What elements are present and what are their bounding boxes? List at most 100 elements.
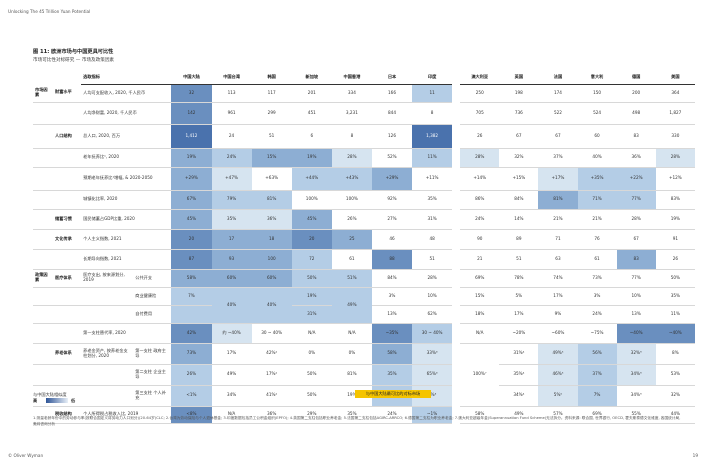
row-sublabel: 第二支柱 企业主导	[133, 364, 172, 386]
table-cell: 8%	[655, 343, 695, 365]
table-cell: 约 ~40%	[211, 323, 252, 344]
table-cell: 18%	[460, 305, 500, 324]
table-cell: +22%	[616, 167, 656, 191]
table-cell: 26%	[171, 364, 212, 386]
table-cell: <1%	[171, 385, 212, 407]
table-cell: 15%	[251, 148, 292, 168]
row-label: 老年抚养比¹, 2020	[81, 148, 172, 168]
indicator-header: 选取指标	[81, 72, 172, 85]
row-label: 个人主义指数, 2021	[81, 229, 172, 250]
table-cell: 73%	[171, 343, 212, 365]
table-cell: 72	[291, 249, 332, 270]
table-cell: 19%	[655, 209, 695, 230]
table-cell: 53%	[655, 364, 695, 386]
table-cell: 61	[331, 249, 372, 270]
table-row: 人均净财富, 2020, 千人民币 142 961 299 451 3,231 …	[33, 102, 695, 125]
subgroup-label: 养老体系	[53, 343, 82, 365]
col-header: 日本	[371, 72, 413, 85]
table-cell: 56%	[577, 343, 617, 365]
copyright: © Oliver Wyman	[8, 453, 44, 458]
table-cell: 46%⁵	[538, 364, 578, 386]
table-row: 商业健康险 7% 40% 40% 19% 49% 3% 10% 15% 5% 1…	[33, 287, 695, 324]
table-row: 自付费用 31% 13% 62% 18% 17% 9% 24% 13% 11%	[33, 305, 695, 324]
table-cell: 8	[331, 124, 372, 149]
table-cell: 19%	[171, 148, 212, 168]
table-cell: 69%	[460, 269, 500, 288]
table-cell: 100	[251, 249, 292, 270]
row-sublabel: 商业健康险	[133, 287, 172, 306]
table-cell: 11%	[655, 305, 695, 324]
table-cell: 15%	[460, 287, 500, 306]
table-cell: 92%	[371, 190, 413, 210]
col-header: 英国	[499, 72, 539, 85]
table-cell: 21%	[577, 209, 617, 230]
table-cell: N/A	[331, 323, 372, 344]
table-cell: 50%	[655, 269, 695, 288]
table-cell: 86%	[460, 190, 500, 210]
table-cell: 17	[211, 229, 252, 250]
table-cell: 1,412	[171, 124, 212, 149]
table-row: 政策因素 医疗体系 医疗支出, 按来源划分, 2019 公共开支 58% 60%…	[33, 269, 695, 288]
table-cell: 45%	[171, 209, 212, 230]
table-cell: 35%	[371, 364, 413, 386]
table-cell: 3,231	[331, 102, 372, 125]
table-cell: 6	[291, 124, 332, 149]
table-cell: 83	[616, 124, 656, 149]
table-cell: 35%	[331, 406, 372, 424]
table-cell: 81%	[331, 364, 372, 386]
table-cell: 58%	[371, 343, 413, 365]
table-cell: +47%	[211, 167, 252, 191]
table-cell: 60%	[251, 269, 292, 288]
col-header: 中国台湾	[211, 72, 252, 85]
col-header: 印度	[412, 72, 453, 85]
table-cell: 67	[616, 229, 656, 250]
table-cell: 17%	[211, 343, 252, 365]
table-cell: 1,827	[655, 102, 695, 125]
table-cell: 36%	[616, 148, 656, 168]
table-cell: 41%²	[251, 385, 292, 407]
table-cell: 330	[655, 124, 695, 149]
table-cell: 364	[655, 84, 695, 103]
table-cell: 25	[331, 229, 372, 250]
row-label: 总人口, 2020, 百万	[81, 124, 172, 149]
row-sublabel: 第三支柱 个人补充	[133, 385, 172, 407]
table-cell: 91	[655, 229, 695, 250]
comparison-table: 选取指标 中国大陆 中国台湾 韩国 新加坡 中国香港 日本 印度 澳大利亚 英国…	[33, 72, 695, 424]
table-cell: 35%	[655, 287, 695, 306]
table-cell: 58%	[171, 269, 212, 288]
table-row: 养老体系 养老金资产, 按养老金支柱划分, 2020 第一支柱 政府主导 73%…	[33, 343, 695, 407]
table-cell: 28%	[412, 269, 453, 288]
table-cell: 24%	[460, 209, 500, 230]
table-cell: 26	[655, 249, 695, 270]
table-cell: 49%	[211, 364, 252, 386]
table-cell: 35%	[211, 209, 252, 230]
table-cell	[171, 305, 212, 324]
row-sublabel: 第一支柱 政府主导	[133, 343, 172, 365]
table-cell: 37%	[577, 364, 617, 386]
table-cell: 17%	[499, 305, 539, 324]
table-cell: 961	[211, 102, 252, 125]
table-cell: 40%	[251, 287, 292, 324]
table-cell: 74%	[538, 269, 578, 288]
table-cell: 524	[577, 102, 617, 125]
table-cell: 1,382	[412, 124, 453, 149]
col-header: 法国	[538, 72, 578, 85]
table-cell: +44%	[291, 167, 332, 191]
table-cell: +17%	[538, 167, 578, 191]
table-cell: 34%	[211, 385, 252, 407]
table-cell: ~60%	[538, 323, 578, 344]
footnotes: 1.测量老龄年份中的劳动参与率(按联合国定义将劳动力人口划分)(20-64岁)C…	[33, 416, 681, 426]
table-cell: 5%⁵	[538, 385, 578, 407]
table-cell: 62%	[412, 305, 453, 324]
table-cell: 32	[171, 84, 212, 103]
table-cell: 17%²	[251, 364, 292, 386]
table-cell: 11	[412, 84, 453, 103]
table-cell: 42%²	[251, 343, 292, 365]
table-cell: 3%	[371, 287, 413, 306]
table-cell: ~40%	[655, 323, 695, 344]
table-row: 文化传承 个人主义指数, 2021 20 17 18 20 25 46 48 9…	[33, 229, 695, 250]
row-label: 个人所得税占税收入比, 2019	[81, 406, 172, 424]
table-cell: 37%	[538, 148, 578, 168]
table-cell: 44%	[655, 406, 695, 424]
table-cell: 31%⁴	[499, 343, 539, 365]
